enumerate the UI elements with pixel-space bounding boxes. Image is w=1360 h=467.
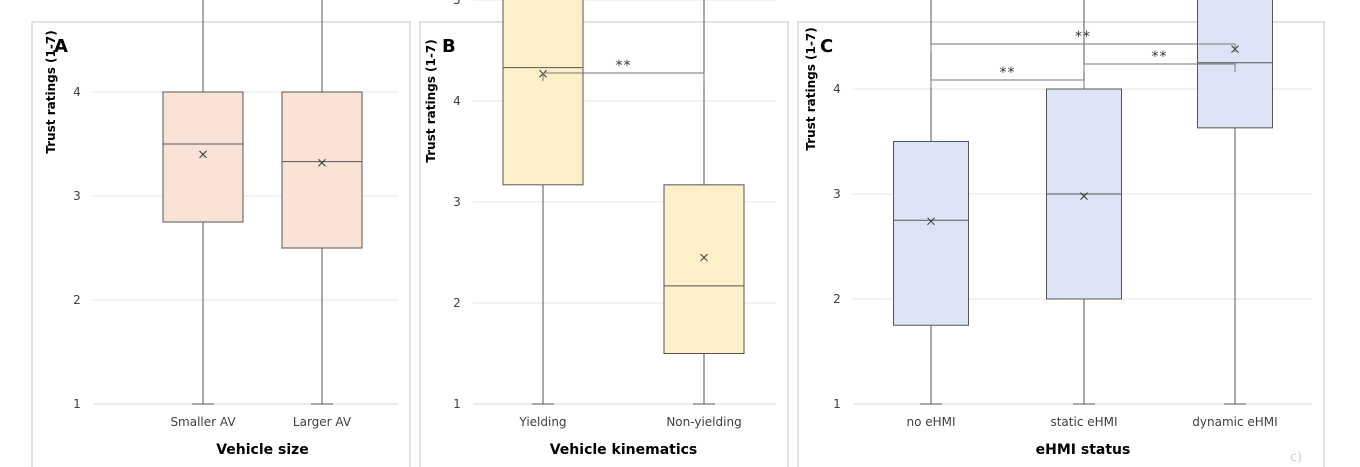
- significance-bracket: **: [1083, 49, 1236, 72]
- y-tick-label: 3: [73, 189, 81, 203]
- x-tick-label: no eHMI: [906, 415, 955, 429]
- significance-label: **: [1000, 65, 1016, 81]
- x-tick-label: Non-yielding: [666, 415, 741, 429]
- interquartile-box: [893, 141, 969, 326]
- bracket-line: [1083, 63, 1236, 72]
- bracket-line: [930, 79, 1085, 88]
- chart-panel-b: B1234567Trust ratings (1-7)YieldingNon-y…: [419, 0, 789, 467]
- x-tick-label: Yielding: [518, 415, 566, 429]
- x-tick-label: Larger AV: [293, 415, 352, 429]
- interquartile-box: [281, 91, 363, 249]
- x-axis-label: Vehicle kinematics: [550, 442, 698, 458]
- panel-letter: A: [54, 36, 68, 57]
- box-static-ehmi: [1046, 0, 1122, 405]
- interquartile-box: [162, 91, 244, 223]
- x-axis-label: Vehicle size: [216, 442, 309, 458]
- mean-marker: [927, 217, 935, 226]
- interquartile-box: [663, 184, 745, 354]
- y-tick-label: 2: [833, 292, 841, 306]
- panel-letter: C: [820, 36, 833, 57]
- significance-label: **: [1075, 29, 1091, 45]
- mean-marker: [199, 150, 207, 159]
- interquartile-box: [502, 0, 584, 186]
- significance-bracket: **: [930, 29, 1236, 52]
- y-tick-label: 1: [833, 397, 841, 411]
- y-axis-label: Trust ratings (1-7): [424, 39, 438, 162]
- box-no-ehmi: [893, 0, 969, 405]
- x-tick-label: static eHMI: [1050, 415, 1117, 429]
- significance-label: **: [616, 58, 632, 74]
- y-tick-label: 4: [453, 94, 461, 108]
- significance-bracket: **: [542, 58, 705, 81]
- watermark-label: c): [1290, 450, 1302, 465]
- y-tick-label: 1: [73, 397, 81, 411]
- panel-letter: B: [442, 36, 456, 57]
- y-tick-label: 5: [453, 0, 461, 7]
- box-smaller-av: [162, 0, 244, 405]
- chart-panel-c: C1234567Trust ratings (1-7)no eHMIstatic…: [797, 0, 1325, 467]
- bracket-line: [542, 72, 705, 81]
- box-larger-av: [281, 0, 363, 405]
- mean-marker: [1080, 192, 1088, 200]
- significance-label: **: [1152, 49, 1168, 65]
- mean-marker: [318, 158, 326, 167]
- bracket-line: [930, 43, 1236, 52]
- chart-panel-a: A1234567Trust ratings (1-7)Smaller AVLar…: [31, 0, 411, 467]
- y-tick-label: 2: [73, 293, 81, 307]
- box-yielding: [502, 0, 584, 405]
- y-tick-label: 3: [833, 187, 841, 201]
- mean-marker: [700, 253, 708, 262]
- x-tick-label: dynamic eHMI: [1192, 415, 1277, 429]
- x-axis-label: eHMI status: [1036, 442, 1131, 458]
- x-tick-label: Smaller AV: [170, 415, 236, 429]
- y-tick-label: 1: [453, 397, 461, 411]
- y-axis-label: Trust ratings (1-7): [44, 30, 58, 153]
- box-non-yielding: [663, 0, 745, 405]
- y-axis-label: Trust ratings (1-7): [804, 27, 818, 150]
- y-tick-label: 2: [453, 296, 461, 310]
- y-tick-label: 4: [73, 85, 81, 99]
- significance-bracket: **: [930, 65, 1085, 88]
- y-tick-label: 3: [453, 195, 461, 209]
- y-tick-label: 4: [833, 82, 841, 96]
